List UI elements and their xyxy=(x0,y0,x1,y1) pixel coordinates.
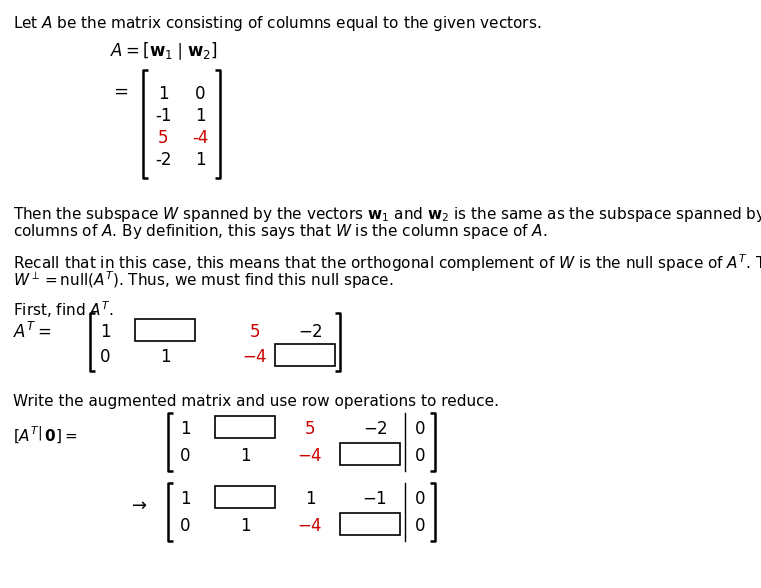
Text: 1: 1 xyxy=(158,85,168,103)
Text: $-4$: $-4$ xyxy=(298,517,323,535)
Text: 1: 1 xyxy=(195,107,205,125)
Text: -4: -4 xyxy=(192,129,209,147)
Text: columns of $A$. By definition, this says that $W$ is the column space of $A$.: columns of $A$. By definition, this says… xyxy=(13,222,548,241)
Bar xyxy=(340,443,400,465)
Text: $-2$: $-2$ xyxy=(298,323,323,341)
Text: $-4$: $-4$ xyxy=(298,447,323,465)
Text: Write the augmented matrix and use row operations to reduce.: Write the augmented matrix and use row o… xyxy=(13,394,499,409)
Text: 1: 1 xyxy=(180,490,190,508)
Text: -2: -2 xyxy=(154,151,171,169)
Text: 1: 1 xyxy=(160,348,170,366)
Text: 0: 0 xyxy=(415,490,425,508)
Bar xyxy=(135,319,195,341)
Text: 0: 0 xyxy=(415,517,425,535)
Text: 5: 5 xyxy=(158,129,168,147)
Text: $A = [\mathbf{w}_1 \mid \mathbf{w}_2]$: $A = [\mathbf{w}_1 \mid \mathbf{w}_2]$ xyxy=(110,40,218,62)
Text: $=$: $=$ xyxy=(110,82,129,100)
Text: 0: 0 xyxy=(100,348,110,366)
Text: $\rightarrow$: $\rightarrow$ xyxy=(128,496,148,514)
Text: $-1$: $-1$ xyxy=(362,490,387,508)
Text: 1: 1 xyxy=(240,517,250,535)
Text: Recall that in this case, this means that the orthogonal complement of $W$ is th: Recall that in this case, this means tha… xyxy=(13,252,761,273)
Text: 1: 1 xyxy=(195,151,205,169)
Text: 1: 1 xyxy=(304,490,315,508)
Text: 0: 0 xyxy=(180,447,190,465)
Bar xyxy=(215,416,275,438)
Text: $-2$: $-2$ xyxy=(362,420,387,438)
Text: 1: 1 xyxy=(180,420,190,438)
Text: 1: 1 xyxy=(240,447,250,465)
Text: $A^T =$: $A^T =$ xyxy=(13,322,52,342)
Text: First, find $A^T$.: First, find $A^T$. xyxy=(13,299,113,320)
Text: $\left[A^T\middle|\,\mathbf{0}\right] =$: $\left[A^T\middle|\,\mathbf{0}\right] =$ xyxy=(13,425,78,445)
Text: $-4$: $-4$ xyxy=(242,348,268,366)
Bar xyxy=(340,513,400,535)
Text: $W^\perp = \mathrm{null}(A^T)$. Thus, we must find this null space.: $W^\perp = \mathrm{null}(A^T)$. Thus, we… xyxy=(13,269,393,290)
Text: Then the subspace $W$ spanned by the vectors $\mathbf{w}_1$ and $\mathbf{w}_2$ i: Then the subspace $W$ spanned by the vec… xyxy=(13,205,761,224)
Text: 0: 0 xyxy=(415,447,425,465)
Text: 0: 0 xyxy=(180,517,190,535)
Text: -1: -1 xyxy=(154,107,171,125)
Text: Let $A$ be the matrix consisting of columns equal to the given vectors.: Let $A$ be the matrix consisting of colu… xyxy=(13,14,541,33)
Bar xyxy=(215,486,275,508)
Text: 1: 1 xyxy=(100,323,110,341)
Text: 5: 5 xyxy=(304,420,315,438)
Text: 0: 0 xyxy=(415,420,425,438)
Text: 5: 5 xyxy=(250,323,260,341)
Text: 0: 0 xyxy=(195,85,205,103)
Bar xyxy=(275,344,335,366)
